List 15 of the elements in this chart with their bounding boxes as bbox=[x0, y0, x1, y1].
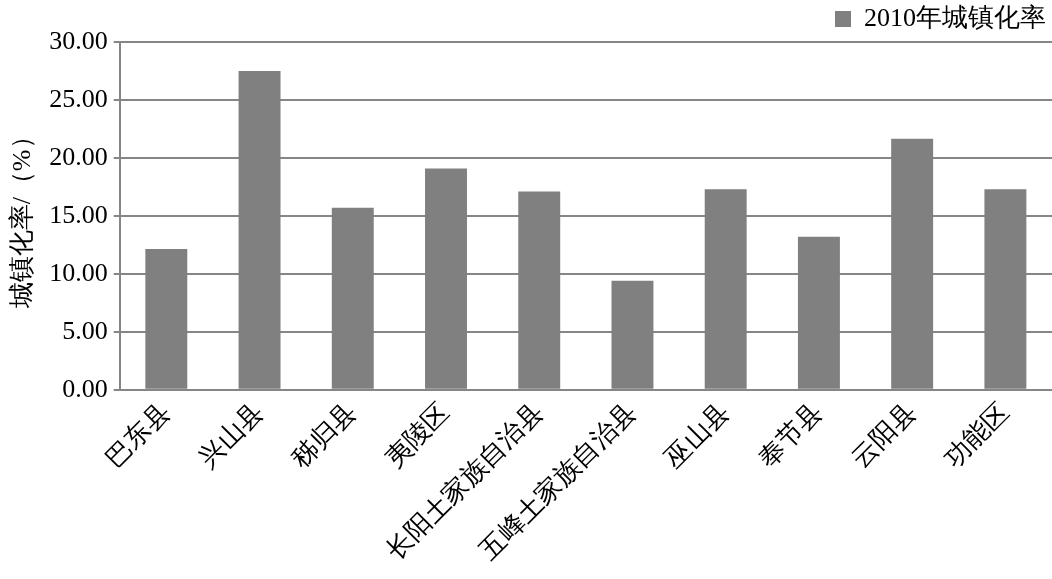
x-tick-label: 夷陵区 bbox=[379, 397, 456, 474]
x-tick-label: 奉节县 bbox=[752, 397, 828, 474]
y-tick-label: 25.00 bbox=[49, 83, 108, 113]
y-tick-label: 10.00 bbox=[49, 257, 108, 287]
x-tick-label: 功能区 bbox=[938, 397, 1015, 474]
x-tick-label: 秭归县 bbox=[286, 397, 362, 474]
y-axis-title: 城镇化率/（%） bbox=[7, 123, 37, 310]
legend-label: 2010年城镇化率 bbox=[864, 2, 1046, 32]
x-tick-label: 巫山县 bbox=[659, 397, 735, 474]
y-tick-label: 30.00 bbox=[49, 25, 108, 55]
x-tick-label: 兴山县 bbox=[192, 397, 269, 474]
y-tick-label: 5.00 bbox=[62, 315, 108, 345]
y-tick-label: 20.00 bbox=[49, 141, 108, 171]
y-tick-label: 15.00 bbox=[49, 199, 108, 229]
x-tick-label: 云阳县 bbox=[845, 397, 922, 474]
